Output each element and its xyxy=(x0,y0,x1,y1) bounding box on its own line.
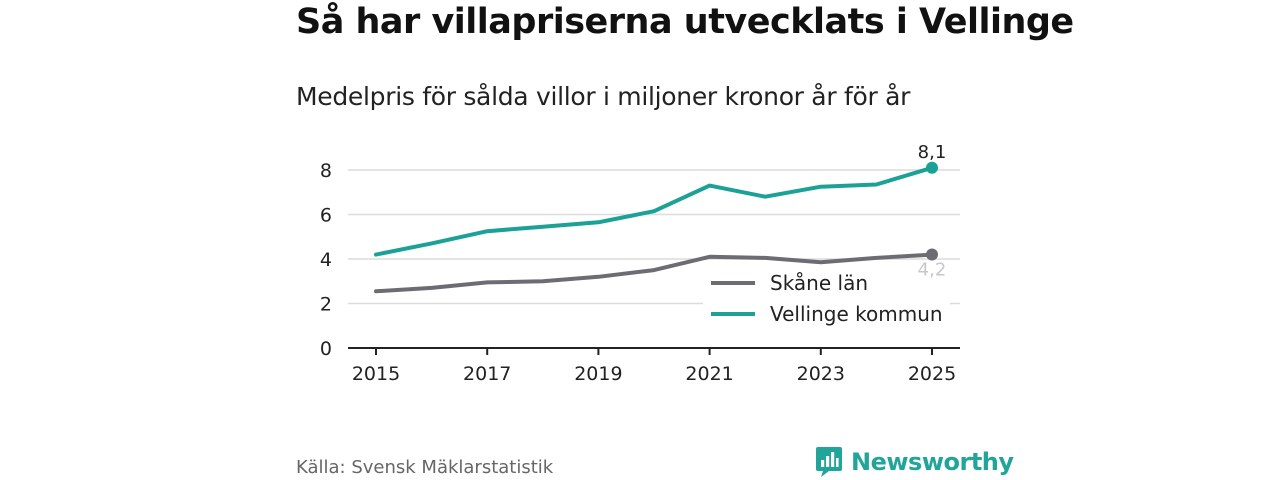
y-tick-label: 4 xyxy=(320,249,332,271)
series-end-point xyxy=(926,248,938,261)
x-tick-label: 2017 xyxy=(463,363,511,385)
x-tick-label: 2021 xyxy=(685,363,733,385)
end-value-label: 4,2 xyxy=(918,260,947,281)
series-line-vellinge-kommun xyxy=(374,165,934,257)
legend-box xyxy=(703,265,950,330)
chart-title: Så har villapriserna utvecklats i Vellin… xyxy=(296,2,1074,42)
end-value-label: 8,1 xyxy=(918,142,947,163)
series-line-skåne-län xyxy=(374,252,934,294)
brand-logo: Newsworthy xyxy=(815,446,1014,478)
y-tick-label: 8 xyxy=(320,160,332,182)
chart-subtitle: Medelpris för sålda villor i miljoner kr… xyxy=(296,82,911,111)
brand-name: Newsworthy xyxy=(851,448,1014,476)
x-tick-label: 2023 xyxy=(797,363,845,385)
legend-label: Skåne län xyxy=(770,271,868,295)
x-tick-label: 2025 xyxy=(908,363,956,385)
y-tick-label: 6 xyxy=(320,205,332,227)
series-end-point xyxy=(926,161,938,174)
x-tick-label: 2019 xyxy=(574,363,622,385)
line-chart: 0 2 4 6 8 2015 2017 2019 2021 2023 2025 Skåne län… xyxy=(320,142,960,385)
x-tick-label: 2015 xyxy=(352,363,400,385)
y-tick-label: 2 xyxy=(320,294,332,316)
bar-chart-badge-icon xyxy=(816,447,842,477)
y-tick-label: 0 xyxy=(320,338,332,360)
source-note: Källa: Svensk Mäklarstatistik xyxy=(296,457,554,478)
legend-label: Vellinge kommun xyxy=(770,302,943,326)
